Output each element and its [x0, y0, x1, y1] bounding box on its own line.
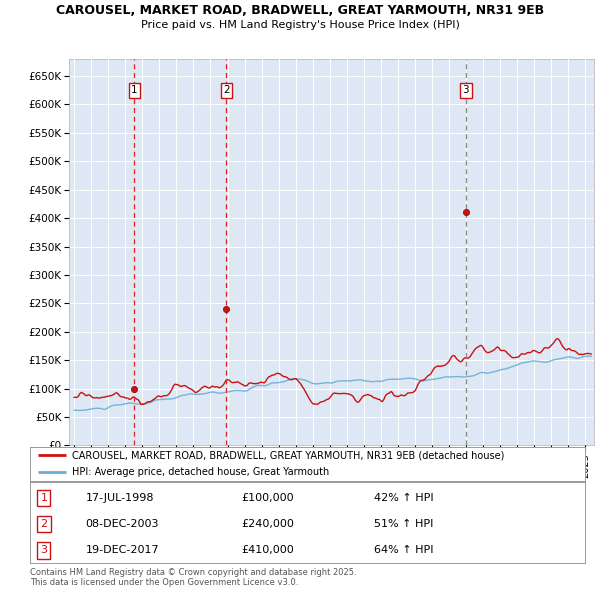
- Text: Contains HM Land Registry data © Crown copyright and database right 2025.
This d: Contains HM Land Registry data © Crown c…: [30, 568, 356, 587]
- Text: 3: 3: [463, 86, 469, 95]
- Text: 19-DEC-2017: 19-DEC-2017: [86, 545, 159, 555]
- Text: 2: 2: [40, 519, 47, 529]
- Text: 3: 3: [40, 545, 47, 555]
- Text: 42% ↑ HPI: 42% ↑ HPI: [374, 493, 434, 503]
- Point: [461, 208, 470, 217]
- Text: 17-JUL-1998: 17-JUL-1998: [86, 493, 154, 503]
- Text: CAROUSEL, MARKET ROAD, BRADWELL, GREAT YARMOUTH, NR31 9EB: CAROUSEL, MARKET ROAD, BRADWELL, GREAT Y…: [56, 4, 544, 17]
- Text: £410,000: £410,000: [241, 545, 293, 555]
- Point: [130, 384, 139, 394]
- Text: £240,000: £240,000: [241, 519, 294, 529]
- Text: £100,000: £100,000: [241, 493, 293, 503]
- Text: 2: 2: [223, 86, 230, 95]
- Text: Price paid vs. HM Land Registry's House Price Index (HPI): Price paid vs. HM Land Registry's House …: [140, 20, 460, 30]
- Text: 1: 1: [40, 493, 47, 503]
- Point: [221, 304, 231, 314]
- Text: HPI: Average price, detached house, Great Yarmouth: HPI: Average price, detached house, Grea…: [71, 467, 329, 477]
- Text: 1: 1: [131, 86, 138, 95]
- Text: CAROUSEL, MARKET ROAD, BRADWELL, GREAT YARMOUTH, NR31 9EB (detached house): CAROUSEL, MARKET ROAD, BRADWELL, GREAT Y…: [71, 450, 504, 460]
- Text: 08-DEC-2003: 08-DEC-2003: [86, 519, 159, 529]
- Text: 51% ↑ HPI: 51% ↑ HPI: [374, 519, 433, 529]
- Text: 64% ↑ HPI: 64% ↑ HPI: [374, 545, 434, 555]
